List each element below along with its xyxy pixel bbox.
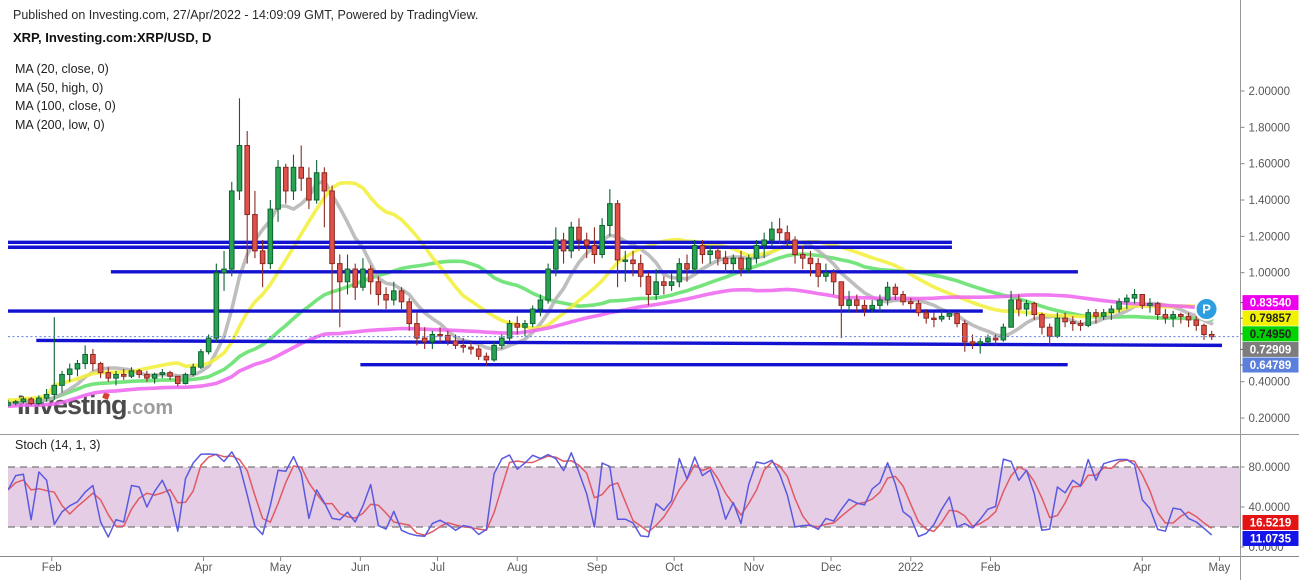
ma-legend: MA (20, close, 0) MA (50, high, 0) MA (1… <box>15 60 116 134</box>
svg-text:May: May <box>270 562 292 574</box>
svg-text:0.83540: 0.83540 <box>1250 298 1292 310</box>
svg-text:1.60000: 1.60000 <box>1249 159 1291 171</box>
published-line: Published on Investing.com, 27/Apr/2022 … <box>13 8 479 22</box>
svg-text:1.40000: 1.40000 <box>1249 195 1291 207</box>
svg-text:Nov: Nov <box>744 562 765 574</box>
ma-legend-row-20: MA (20, close, 0) <box>15 62 109 76</box>
svg-text:Feb: Feb <box>981 562 1001 574</box>
svg-text:0.74950: 0.74950 <box>1250 329 1292 341</box>
svg-text:Dec: Dec <box>821 562 842 574</box>
svg-text:2.00000: 2.00000 <box>1249 86 1291 98</box>
watermark-suffix: .com <box>126 397 174 419</box>
svg-text:Feb: Feb <box>42 562 62 574</box>
symbol-title: XRP, Investing.com:XRP/USD, D <box>13 30 212 45</box>
svg-text:1.20000: 1.20000 <box>1249 231 1291 243</box>
ma-legend-row-200: MA (200, low, 0) <box>15 117 105 132</box>
stoch-legend: Stoch (14, 1, 3) <box>15 438 101 452</box>
svg-text:May: May <box>1209 562 1231 574</box>
svg-text:40.0000: 40.0000 <box>1249 502 1291 514</box>
svg-text:0.40000: 0.40000 <box>1249 377 1291 389</box>
svg-text:P: P <box>1202 302 1211 317</box>
svg-text:1.80000: 1.80000 <box>1249 122 1291 134</box>
svg-text:Jul: Jul <box>430 562 445 574</box>
svg-text:Apr: Apr <box>1133 562 1151 574</box>
svg-text:Apr: Apr <box>195 562 213 574</box>
svg-text:11.0735: 11.0735 <box>1250 533 1292 545</box>
svg-text:0.64789: 0.64789 <box>1250 360 1292 372</box>
svg-text:0.72909: 0.72909 <box>1250 344 1292 356</box>
svg-text:Jun: Jun <box>351 562 370 574</box>
svg-text:80.0000: 80.0000 <box>1249 462 1291 474</box>
svg-text:Aug: Aug <box>507 562 527 574</box>
svg-text:Sep: Sep <box>587 562 607 574</box>
ma-legend-row-50: MA (50, high, 0) <box>15 80 104 95</box>
ma-legend-row-100: MA (100, close, 0) <box>15 99 116 113</box>
svg-text:0.79857: 0.79857 <box>1250 313 1292 325</box>
svg-text:Oct: Oct <box>665 562 684 574</box>
svg-text:1.00000: 1.00000 <box>1249 268 1291 280</box>
svg-text:2022: 2022 <box>898 562 924 574</box>
svg-text:0.20000: 0.20000 <box>1249 413 1291 425</box>
svg-text:16.5219: 16.5219 <box>1250 517 1292 529</box>
